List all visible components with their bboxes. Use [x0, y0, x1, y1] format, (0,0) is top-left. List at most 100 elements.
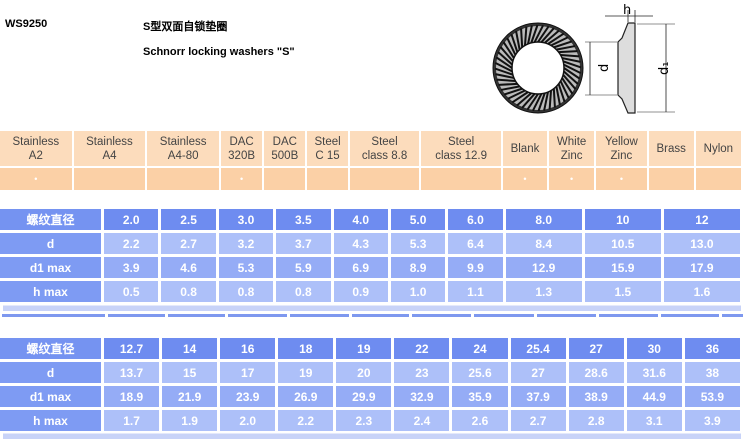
- divider-segment: [290, 314, 349, 317]
- table-cell: 38.9: [568, 386, 624, 407]
- label-d: d: [597, 64, 612, 72]
- table-cell: 3.1: [626, 410, 682, 431]
- material-availability: [73, 168, 146, 190]
- material-name: White: [556, 135, 587, 148]
- material-header: Nylon: [695, 131, 741, 166]
- table-cell: 27: [568, 338, 624, 359]
- table-cell: 24: [452, 338, 508, 359]
- material-name: Stainless: [12, 135, 60, 148]
- material-availability: •: [549, 168, 595, 190]
- material-name: Blank: [510, 142, 540, 155]
- material-name: Steel: [314, 135, 341, 148]
- row-label: 螺纹直径: [0, 209, 101, 230]
- material-name: Steel: [371, 135, 398, 148]
- material-name: Stainless: [86, 135, 133, 148]
- material-header: Stainless A2: [0, 131, 72, 166]
- row-label: d1 max: [0, 386, 101, 407]
- divider-segment: [412, 314, 471, 317]
- table-cell: 44.9: [626, 386, 682, 407]
- table-row: h max 0.5 0.8 0.8 0.8 0.9 1.0 1.1 1.3 1.5 1.6: [0, 281, 740, 302]
- table-cell: 3.0: [218, 209, 274, 230]
- table-cell: 0.8: [218, 281, 274, 302]
- material-header: Yellow Zinc: [596, 131, 647, 166]
- table-cell: 12.9: [505, 257, 582, 278]
- material-availability: [421, 168, 501, 190]
- table-cell: 37.9: [510, 386, 566, 407]
- table-cell: 2.2: [278, 410, 334, 431]
- available-mark: •: [619, 174, 623, 184]
- table-cell: 2.7: [161, 233, 216, 254]
- table-cell: 25.4: [510, 338, 566, 359]
- material-name: Steel: [448, 135, 475, 148]
- material-grade: Zinc: [560, 149, 583, 162]
- table-cell: 10: [584, 209, 661, 230]
- material-grade: Zinc: [610, 149, 633, 162]
- table-cell: 1.6: [663, 281, 740, 302]
- table-cell: 35.9: [452, 386, 508, 407]
- table-cell: 4.6: [161, 257, 216, 278]
- table-cell: 15.9: [584, 257, 661, 278]
- table-cell: 3.5: [276, 209, 331, 230]
- table-row: d1 max 18.9 21.9 23.9 26.9 29.9 32.9 35.9 37.9 38…: [0, 386, 740, 407]
- table-cell: 0.8: [276, 281, 331, 302]
- material-availability: •: [502, 168, 548, 190]
- table-divider: [3, 433, 741, 439]
- table-cell: 14: [162, 338, 218, 359]
- material-header: Steel class 8.8: [349, 131, 420, 166]
- label-d1: d₁: [657, 62, 672, 75]
- table-cell: 28.6: [568, 362, 624, 383]
- divider-segment: [474, 314, 534, 317]
- table-cell: 3.2: [218, 233, 274, 254]
- material-grade: A2: [28, 149, 43, 162]
- table-cell: 6.0: [448, 209, 503, 230]
- row-label: h max: [0, 281, 101, 302]
- material-name: Stainless: [159, 135, 207, 148]
- table-cell: 1.1: [448, 281, 503, 302]
- material-availability: [147, 168, 219, 190]
- table-cell: 5.9: [276, 257, 331, 278]
- material-header: Steel class 12.9: [421, 131, 501, 166]
- material-availability: •: [0, 168, 72, 190]
- table-cell: 5.3: [218, 257, 274, 278]
- table-cell: 3.7: [276, 233, 331, 254]
- table-cell: 18.9: [104, 386, 160, 407]
- table-cell: 2.2: [104, 233, 159, 254]
- material-header: DAC 320B: [220, 131, 263, 166]
- table-cell: 21.9: [162, 386, 218, 407]
- table-cell: 6.9: [333, 257, 388, 278]
- table-cell: 8.4: [505, 233, 582, 254]
- table-cell: 1.0: [390, 281, 446, 302]
- table-cell: 29.9: [336, 386, 392, 407]
- material-header: Stainless A4-80: [147, 131, 219, 166]
- divider-segment: [168, 314, 225, 317]
- table-cell: 0.9: [333, 281, 388, 302]
- table-cell: 0.5: [104, 281, 159, 302]
- divider-segment: [599, 314, 658, 317]
- available-mark: •: [240, 174, 244, 184]
- table-cell: 12.7: [104, 338, 160, 359]
- table-cell: 27: [510, 362, 566, 383]
- table-cell: 6.4: [448, 233, 503, 254]
- table-cell: 13.0: [663, 233, 740, 254]
- material-header: Blank: [502, 131, 548, 166]
- material-header: White Zinc: [549, 131, 595, 166]
- available-mark: •: [34, 174, 38, 184]
- material-availability: [307, 168, 348, 190]
- material-grade: class 8.8: [361, 149, 408, 162]
- table-cell: 26.9: [278, 386, 334, 407]
- material-grade: A4-80: [167, 149, 199, 162]
- table-cell: 17: [220, 362, 276, 383]
- table-cell: 53.9: [684, 386, 740, 407]
- table-row: d 2.2 2.7 3.2 3.7 4.3 5.3 6.4 8.4 10.5 13.0: [0, 233, 740, 254]
- table-cell: 15: [162, 362, 218, 383]
- table-cell: 19: [278, 362, 334, 383]
- material-availability: [264, 168, 306, 190]
- table-cell: 36: [684, 338, 740, 359]
- table-cell: 13.7: [104, 362, 160, 383]
- table-cell: 5.0: [390, 209, 446, 230]
- table-cell: 1.5: [584, 281, 661, 302]
- table-row: 螺纹直径 12.7 14 16 18 19 22 24 25.4 27 30 36: [0, 338, 740, 359]
- table-cell: 20: [336, 362, 392, 383]
- material-header: Steel C 15: [307, 131, 348, 166]
- table-cell: 23.9: [220, 386, 276, 407]
